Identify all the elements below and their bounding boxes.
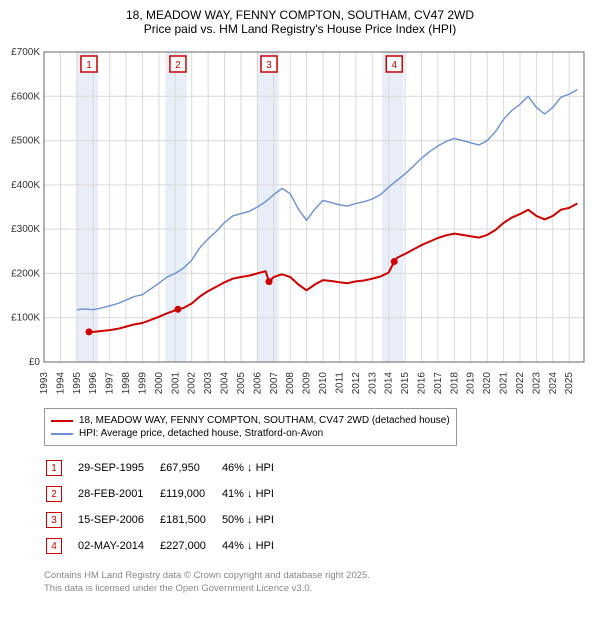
svg-text:£300K: £300K	[11, 224, 40, 235]
svg-text:2011: 2011	[334, 372, 345, 394]
svg-text:2022: 2022	[515, 372, 526, 395]
svg-text:2000: 2000	[154, 372, 165, 395]
svg-text:2014: 2014	[384, 372, 395, 395]
title-line-2: Price paid vs. HM Land Registry's House …	[8, 22, 592, 36]
marker-price: £67,950	[160, 456, 220, 480]
svg-text:2003: 2003	[203, 372, 214, 395]
svg-text:2004: 2004	[220, 372, 231, 395]
svg-text:£0: £0	[29, 357, 41, 368]
marker-row: 4 02-MAY-2014£227,00044% ↓ HPI	[46, 534, 288, 558]
svg-text:2016: 2016	[417, 372, 428, 395]
legend-label: HPI: Average price, detached house, Stra…	[79, 428, 323, 439]
footer-line-2: This data is licensed under the Open Gov…	[44, 583, 592, 596]
svg-text:3: 3	[266, 60, 272, 71]
attribution-footer: Contains HM Land Registry data © Crown c…	[44, 570, 592, 596]
svg-text:2023: 2023	[531, 372, 542, 395]
svg-text:£700K: £700K	[11, 47, 40, 58]
svg-text:2020: 2020	[482, 372, 493, 395]
marker-pct: 46% ↓ HPI	[222, 456, 288, 480]
title-line-1: 18, MEADOW WAY, FENNY COMPTON, SOUTHAM, …	[8, 8, 592, 22]
svg-text:1998: 1998	[121, 372, 132, 395]
svg-text:£500K: £500K	[11, 136, 40, 147]
svg-text:2010: 2010	[318, 372, 329, 395]
marker-date: 29-SEP-1995	[78, 456, 158, 480]
marker-price: £119,000	[160, 482, 220, 506]
marker-price: £227,000	[160, 534, 220, 558]
chart-container: £0 £100K £200K £300K £400K £500K £600K £700K 199…	[8, 42, 592, 402]
svg-text:1997: 1997	[105, 372, 116, 395]
svg-text:1995: 1995	[72, 372, 83, 395]
svg-text:2024: 2024	[548, 372, 559, 395]
svg-text:2021: 2021	[499, 372, 510, 395]
chart-title: 18, MEADOW WAY, FENNY COMPTON, SOUTHAM, …	[8, 8, 592, 36]
marker-pct: 44% ↓ HPI	[222, 534, 288, 558]
svg-text:2006: 2006	[252, 372, 263, 395]
svg-text:2017: 2017	[433, 372, 444, 395]
legend-label: 18, MEADOW WAY, FENNY COMPTON, SOUTHAM, …	[79, 415, 450, 426]
svg-text:1996: 1996	[88, 372, 99, 395]
marker-pct: 50% ↓ HPI	[222, 508, 288, 532]
svg-text:2002: 2002	[187, 372, 198, 395]
svg-text:2018: 2018	[449, 372, 460, 395]
svg-text:2005: 2005	[236, 372, 247, 395]
legend-swatch	[51, 433, 73, 435]
marker-price: £181,500	[160, 508, 220, 532]
svg-text:1999: 1999	[137, 372, 148, 395]
svg-text:2012: 2012	[351, 372, 362, 395]
marker-badge: 3	[46, 512, 62, 528]
svg-text:2001: 2001	[170, 372, 181, 395]
marker-row: 1 29-SEP-1995£67,95046% ↓ HPI	[46, 456, 288, 480]
price-chart: £0 £100K £200K £300K £400K £500K £600K £700K 199…	[8, 42, 592, 402]
svg-text:2: 2	[175, 60, 181, 71]
marker-date: 02-MAY-2014	[78, 534, 158, 558]
legend-swatch	[51, 420, 73, 422]
svg-text:2007: 2007	[269, 372, 280, 395]
svg-text:1993: 1993	[39, 372, 50, 395]
svg-text:2013: 2013	[367, 372, 378, 395]
footer-line-1: Contains HM Land Registry data © Crown c…	[44, 570, 592, 583]
marker-badge: 4	[46, 538, 62, 554]
marker-pct: 41% ↓ HPI	[222, 482, 288, 506]
marker-row: 3 15-SEP-2006£181,50050% ↓ HPI	[46, 508, 288, 532]
legend: 18, MEADOW WAY, FENNY COMPTON, SOUTHAM, …	[44, 408, 457, 446]
svg-text:2015: 2015	[400, 372, 411, 395]
legend-item: 18, MEADOW WAY, FENNY COMPTON, SOUTHAM, …	[51, 415, 450, 426]
svg-text:£600K: £600K	[11, 91, 40, 102]
svg-text:1: 1	[86, 60, 92, 71]
svg-text:1994: 1994	[55, 372, 66, 395]
svg-text:£400K: £400K	[11, 180, 40, 191]
svg-text:2009: 2009	[302, 372, 313, 395]
svg-text:£100K: £100K	[11, 313, 40, 324]
marker-badge: 2	[46, 486, 62, 502]
marker-date: 15-SEP-2006	[78, 508, 158, 532]
svg-text:2019: 2019	[466, 372, 477, 395]
svg-text:4: 4	[391, 60, 397, 71]
marker-table: 1 29-SEP-1995£67,95046% ↓ HPI 2 28-FEB-2001…	[44, 454, 290, 560]
marker-date: 28-FEB-2001	[78, 482, 158, 506]
svg-text:2025: 2025	[564, 372, 575, 395]
marker-row: 2 28-FEB-2001£119,00041% ↓ HPI	[46, 482, 288, 506]
legend-item: HPI: Average price, detached house, Stra…	[51, 428, 450, 439]
marker-badge: 1	[46, 460, 62, 476]
svg-text:2008: 2008	[285, 372, 296, 395]
svg-text:£200K: £200K	[11, 268, 40, 279]
